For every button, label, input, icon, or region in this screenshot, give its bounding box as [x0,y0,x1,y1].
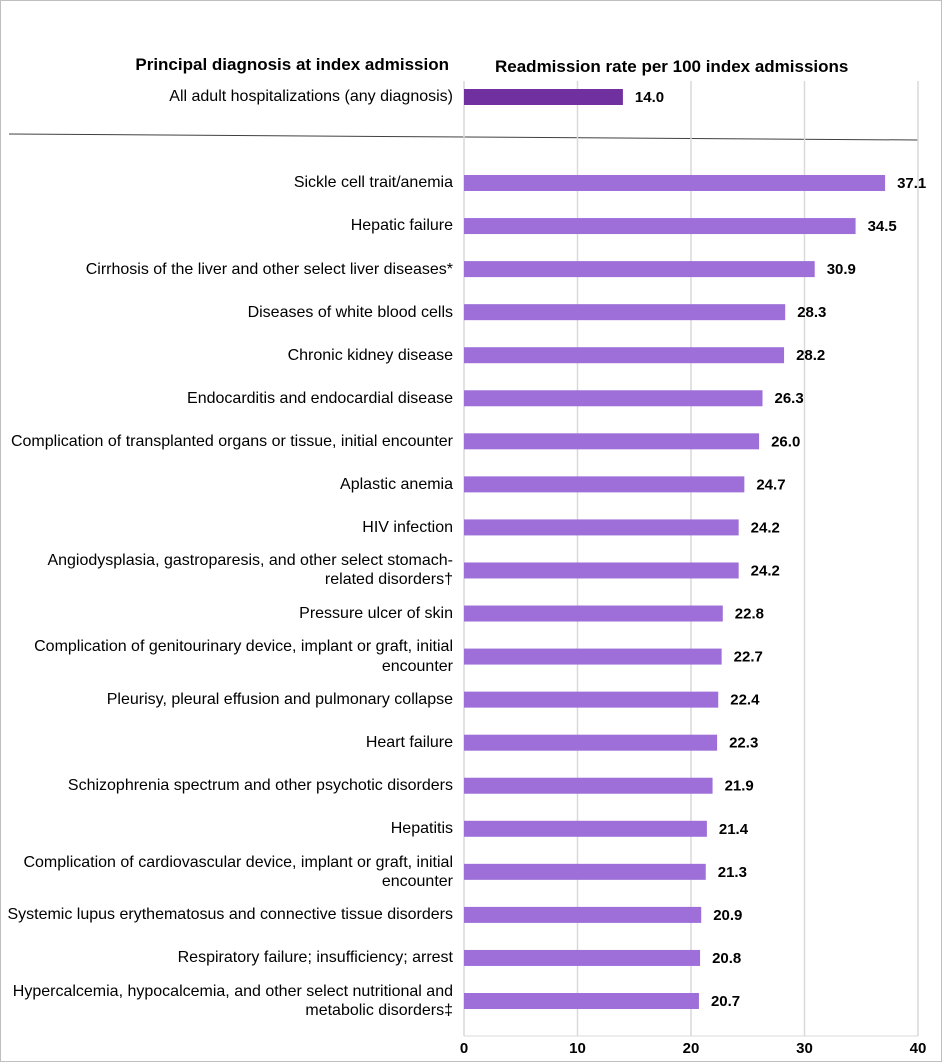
category-label: Hypercalcemia, hypocalcemia, and other s… [12,982,453,1019]
value-label: 20.7 [711,993,740,1010]
category-label: Pressure ulcer of skin [299,604,453,622]
bar [464,648,722,665]
bar [464,949,701,966]
category-label: Sickle cell trait/anemia [293,174,453,192]
value-label: 22.7 [734,649,763,666]
value-label: 21.3 [718,864,747,881]
value-label: 20.8 [712,950,741,967]
bar [464,261,815,278]
bar [464,390,763,407]
value-label: 24.7 [756,476,785,493]
value-label: 37.1 [897,175,926,192]
bar [464,863,706,880]
value-label: 30.9 [827,261,856,278]
category-label: Systemic lupus erythematosus and connect… [7,906,453,924]
x-tick-label: 0 [460,1040,468,1057]
bar [464,175,886,191]
value-label: 24.2 [751,562,780,579]
value-label: 22.4 [730,692,760,709]
category-label: All adult hospitalizations (any diagnosi… [169,88,453,106]
bar [464,218,856,235]
value-label: 14.0 [635,89,664,106]
bar [464,519,739,536]
bar [464,433,760,450]
bar [464,476,745,493]
category-label: Angiodysplasia, gastroparesis, and other… [47,552,453,589]
bar [464,347,785,364]
category-label: Heart failure [365,734,453,752]
category-label: Endocarditis and endocardial disease [187,389,453,407]
category-label: Complication of transplanted organs or t… [10,432,453,450]
value-label: 28.2 [796,347,825,364]
category-label: Complication of genitourinary device, im… [34,638,453,675]
bar [464,734,718,751]
category-label: Diseases of white blood cells [247,303,453,321]
bar [464,304,786,321]
value-label: 34.5 [868,218,897,235]
value-label: 26.0 [771,433,800,450]
category-label: Chronic kidney disease [287,346,453,364]
category-label: HIV infection [362,518,453,536]
category-label: Respiratory failure; insufficiency; arre… [177,949,453,967]
category-header: Principal diagnosis at index admission [135,55,449,74]
value-label: 21.9 [725,778,754,795]
value-label: 28.3 [797,304,826,321]
value-label: 24.2 [751,519,780,536]
bar [464,562,739,579]
value-label: 21.4 [719,821,749,838]
category-label: Schizophrenia spectrum and other psychot… [67,777,453,795]
bar [464,820,707,837]
value-label: 22.8 [735,605,764,622]
bar [464,605,723,622]
bar [464,777,713,794]
x-tick-label: 40 [910,1040,927,1057]
x-tick-label: 20 [683,1040,700,1057]
value-label: 20.9 [713,907,742,924]
category-label: Complication of cardiovascular device, i… [23,853,453,890]
category-label: Hepatitis [390,820,453,838]
value-label: 22.3 [729,735,758,752]
bar [464,993,699,1009]
x-tick-label: 10 [569,1040,586,1057]
category-label: Aplastic anemia [340,475,453,493]
category-label: Cirrhosis of the liver and other select … [85,260,453,278]
bar [464,691,719,708]
category-label: Pleurisy, pleural effusion and pulmonary… [106,691,453,709]
bar [464,906,702,923]
value-header: Readmission rate per 100 index admission… [495,57,849,76]
x-tick-label: 30 [796,1040,813,1057]
category-label: Hepatic failure [350,217,453,235]
bar [464,89,623,105]
value-label: 26.3 [775,390,804,407]
